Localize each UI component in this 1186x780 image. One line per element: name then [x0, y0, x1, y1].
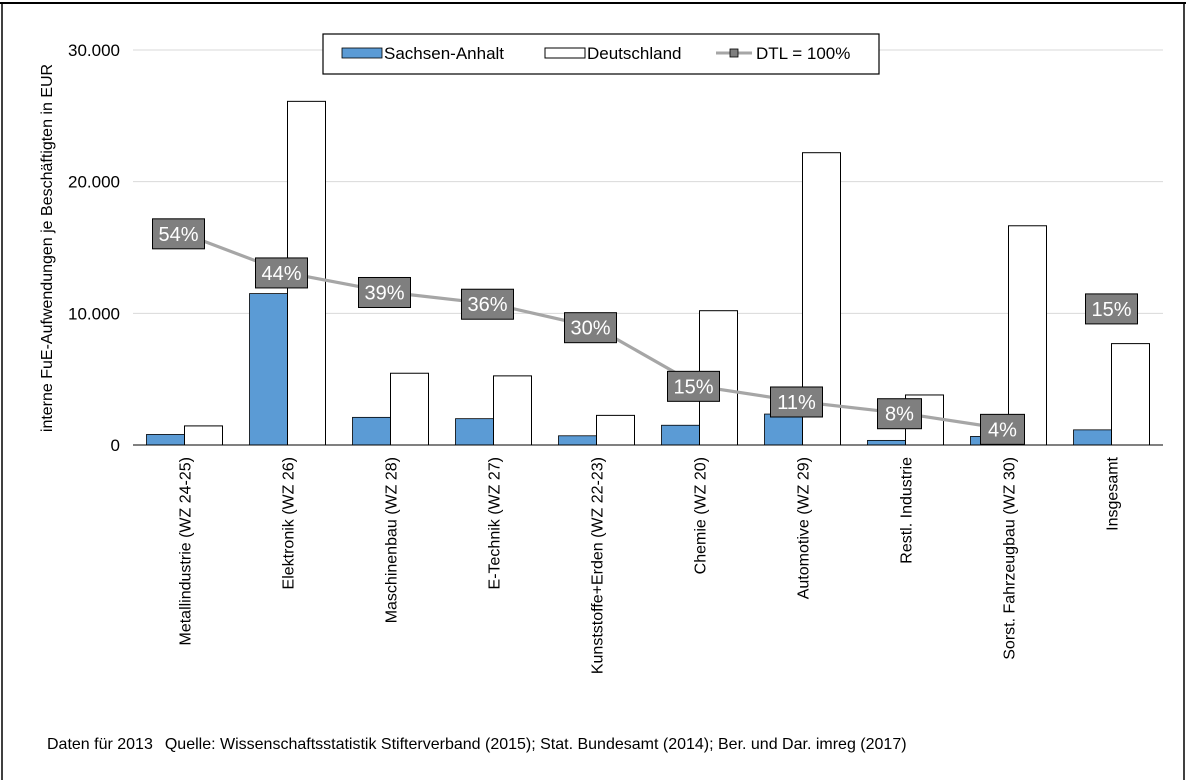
x-axis: Metallindustrie (WZ 24-25) Elektronik (WZ… [133, 444, 1163, 674]
bar-sachsen-anhalt [1073, 429, 1112, 446]
y-tick-label: 0 [111, 436, 120, 455]
percent-label-text: 4% [988, 419, 1017, 441]
bar-deutschland [184, 425, 223, 446]
y-tick-label: 10.000 [68, 304, 120, 323]
bar-sachsen-anhalt [764, 413, 803, 446]
legend: Sachsen-Anhalt Deutschland DTL = 100% [322, 33, 880, 75]
percent-label: 36% [461, 288, 514, 320]
x-category-label: Maschinenbau (WZ 28) [384, 457, 401, 623]
percent-label: 15% [667, 370, 720, 402]
percent-label-text: 15% [1091, 299, 1131, 321]
percent-label: 11% [770, 386, 823, 418]
percent-label-text: 8% [885, 404, 914, 426]
bar-deutschland [1111, 343, 1150, 446]
percent-label: 8% [877, 398, 922, 430]
bar-sachsen-anhalt [352, 416, 391, 446]
percent-label-text: 39% [364, 282, 404, 304]
percent-label-box [770, 386, 823, 418]
bar-deutschland [596, 414, 635, 446]
bar-deutschland [390, 372, 429, 446]
percent-label-box [980, 413, 1025, 445]
bar-sachsen-anhalt [249, 293, 288, 446]
percent-label-box [255, 257, 308, 289]
percent-label-box [152, 218, 205, 250]
x-category-label: Sorst. Fahrzeugbau (WZ 30) [1002, 457, 1019, 660]
legend-label-dtl: DTL = 100% [756, 44, 850, 63]
footer-data-year: Daten für 2013 [47, 736, 153, 753]
x-category-label: Kunststoffe+Erden (WZ 22-23) [590, 457, 607, 674]
percent-label-text: 36% [467, 294, 507, 316]
x-category-label: E-Technik (WZ 27) [487, 457, 504, 589]
y-tick-label: 30.000 [68, 41, 120, 60]
percent-label: 39% [358, 276, 411, 308]
footer-source: Daten für 2013 Quelle: Wissenschaftsstati… [47, 736, 907, 754]
y-axis-title: interne FuE-Aufwendungen je Beschäftigte… [39, 64, 56, 432]
x-category-label: Metallindustrie (WZ 24-25) [178, 457, 195, 646]
x-category-label: Chemie (WZ 20) [693, 457, 710, 574]
legend-label-deutschland: Deutschland [587, 44, 682, 63]
percent-label-box [358, 276, 411, 308]
x-category-label: Elektronik (WZ 26) [281, 457, 298, 589]
percent-label-text: 54% [158, 224, 198, 246]
bar-sachsen-anhalt [558, 435, 597, 446]
percent-label: 30% [564, 312, 617, 344]
percent-label-text: 30% [570, 318, 610, 340]
x-category-label: Restl. Industrie [899, 457, 916, 564]
legend-label-sachsen-anhalt: Sachsen-Anhalt [384, 44, 504, 63]
bar-sachsen-anhalt [455, 418, 494, 446]
bar-sachsen-anhalt [867, 439, 906, 446]
percent-label-box [1085, 293, 1138, 325]
bar-sachsen-anhalt [661, 424, 700, 446]
y-axis: 0 10.000 20.000 30.000 [68, 41, 120, 455]
legend-box [322, 33, 880, 75]
legend-swatch-deutschland [544, 47, 586, 59]
bar-sachsen-anhalt [146, 434, 185, 446]
percent-labels: 54% 44% 39% 36% 30% 15% 11% 8% 4% 15% [152, 218, 1138, 445]
percent-label-box [564, 312, 617, 344]
footer-source-text: Quelle: Wissenschaftsstatistik Stifterve… [164, 736, 907, 753]
x-category-label: Automotive (WZ 29) [796, 457, 813, 599]
bar-deutschland [1008, 225, 1047, 446]
percent-label: 15% [1085, 293, 1138, 325]
percent-label: 54% [152, 218, 205, 250]
percent-label-box [667, 370, 720, 402]
legend-marker-dtl [729, 48, 739, 58]
percent-label: 44% [255, 257, 308, 289]
legend-swatch-sachsen-anhalt [341, 47, 383, 59]
percent-label-text: 15% [673, 376, 713, 398]
x-category-label: Insgesamt [1105, 456, 1122, 530]
percent-label-box [877, 398, 922, 430]
percent-label: 4% [980, 413, 1025, 445]
bar-deutschland [493, 375, 532, 446]
percent-label-box [461, 288, 514, 320]
percent-label-text: 44% [261, 263, 301, 285]
y-tick-label: 20.000 [68, 173, 120, 192]
percent-label-text: 11% [777, 392, 816, 414]
